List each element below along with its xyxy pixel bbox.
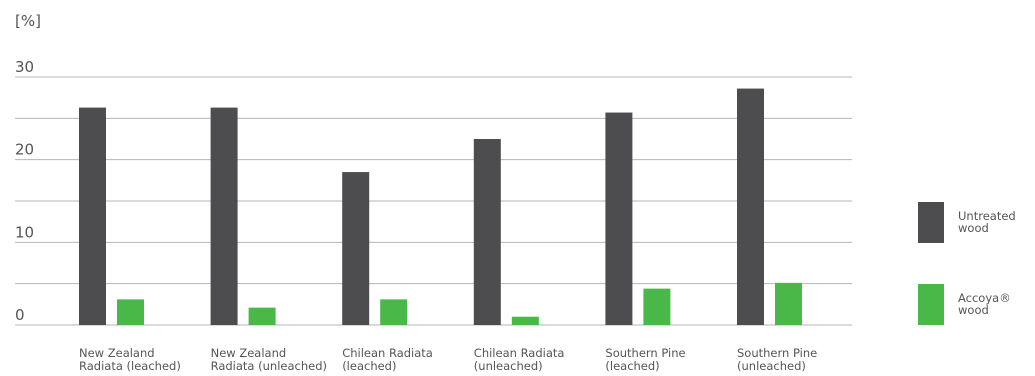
legend-label: wood <box>958 303 989 317</box>
x-category-label: Chilean Radiata <box>342 346 433 360</box>
legend-swatch <box>918 284 944 325</box>
y-tick-label: 30 <box>15 58 34 76</box>
legend-label: Accoya® <box>958 291 1011 305</box>
accoya-bar <box>117 299 144 325</box>
x-category-label: Radiata (leached) <box>79 359 181 373</box>
x-category-label: Chilean Radiata <box>474 346 565 360</box>
untreated-bar <box>737 88 764 325</box>
untreated-bar <box>342 172 370 325</box>
x-category-label: (leached) <box>342 359 396 373</box>
accoya-bar <box>248 307 276 325</box>
gridlines <box>15 76 852 326</box>
bars <box>79 88 802 326</box>
y-tick-label: 20 <box>15 141 34 159</box>
accoya-bar <box>511 316 539 325</box>
accoya-bar <box>775 282 802 325</box>
x-category-label: (leached) <box>605 359 659 373</box>
legend-swatch <box>918 202 944 243</box>
accoya-bar <box>380 299 408 325</box>
x-category-label: Southern Pine <box>737 346 817 360</box>
x-category-label: (unleached) <box>737 359 806 373</box>
untreated-bar <box>210 107 238 325</box>
x-category-label: Southern Pine <box>605 346 685 360</box>
legend-label: wood <box>958 221 989 235</box>
x-category-label: Radiata (unleached) <box>211 359 327 373</box>
legend-label: Untreated <box>958 209 1016 223</box>
untreated-bar <box>473 139 501 325</box>
accoya-bar <box>643 288 671 325</box>
x-category-label: New Zealand <box>211 346 287 360</box>
y-axis-ticks: 0 10 20 30 <box>15 58 34 324</box>
y-tick-label: 0 <box>15 306 25 324</box>
y-axis-unit-label: [%] <box>15 12 41 30</box>
untreated-bar <box>605 112 633 326</box>
untreated-bar <box>79 107 106 325</box>
y-tick-label: 10 <box>15 223 34 241</box>
x-category-label: (unleached) <box>474 359 543 373</box>
x-category-label: New Zealand <box>79 346 155 360</box>
